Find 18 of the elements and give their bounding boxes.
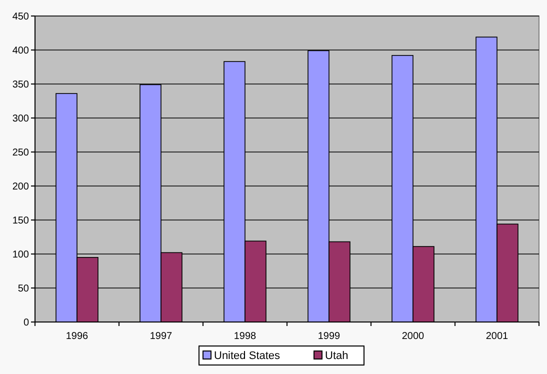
legend-label: United States — [214, 350, 281, 362]
y-tick-label: 200 — [12, 182, 30, 192]
y-tick-label: 0 — [23, 318, 30, 328]
x-tick-label: 1997 — [150, 331, 173, 342]
y-tick-label: 250 — [12, 148, 30, 158]
x-tick-label: 1996 — [66, 331, 89, 342]
y-tick-label: 450 — [12, 12, 30, 22]
y-tick-label: 100 — [12, 250, 30, 260]
y-tick-label: 400 — [12, 46, 30, 56]
y-tick-label: 50 — [18, 284, 30, 294]
x-tick-label: 1998 — [234, 331, 257, 342]
x-tick-label: 2000 — [402, 331, 425, 342]
legend-label: Utah — [325, 350, 348, 362]
y-tick-label: 300 — [12, 114, 30, 124]
x-tick-label: 2001 — [486, 331, 509, 342]
y-tick-label: 350 — [12, 80, 30, 90]
x-tick-label: 1999 — [318, 331, 341, 342]
y-tick-label: 150 — [12, 216, 30, 226]
